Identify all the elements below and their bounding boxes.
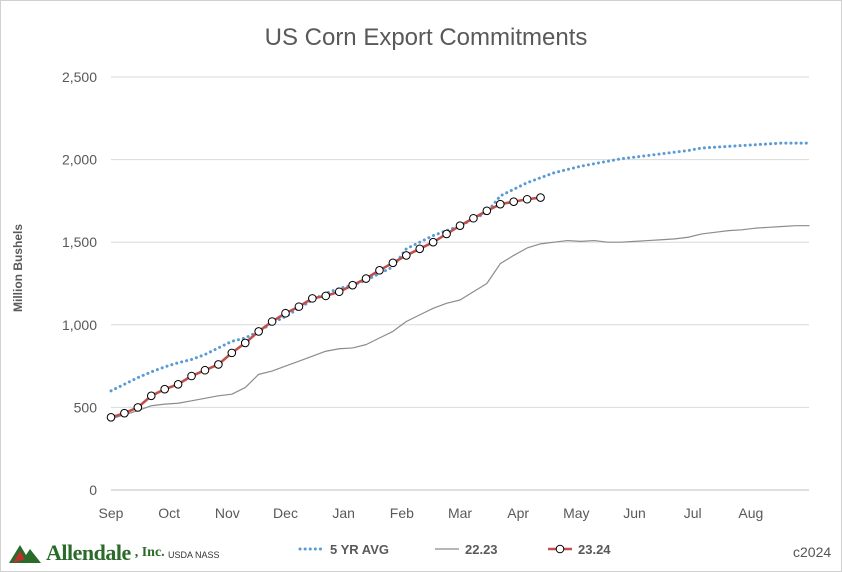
data-point	[214, 360, 223, 369]
data-point	[428, 237, 438, 247]
data-point	[522, 194, 532, 204]
data-point	[361, 274, 371, 283]
data-point	[536, 193, 545, 202]
series-layer	[106, 141, 811, 422]
legend-label: 22.23	[465, 542, 498, 557]
source-label: USDA NASS	[168, 550, 220, 560]
data-point	[375, 265, 384, 275]
y-axis-label: Million Bushels	[11, 224, 25, 312]
y-tick-label: 1,500	[62, 234, 97, 250]
data-point	[106, 413, 116, 422]
data-point	[120, 408, 129, 418]
x-tick-label: Nov	[215, 505, 240, 521]
x-tick-labels: Sep Oct Nov Dec Jan Feb Mar Apr May Jun Jul Aug	[99, 505, 764, 521]
y-tick-label: 1,000	[62, 317, 97, 333]
legend: 5 YR AVG 22.23 23.24	[298, 542, 611, 557]
logo-suffix: , Inc.	[134, 545, 165, 560]
legend-label: 23.24	[578, 542, 611, 557]
x-tick-label: Feb	[390, 505, 414, 521]
data-point	[281, 308, 290, 318]
data-point	[160, 384, 169, 394]
y-tick-label: 2,500	[62, 69, 97, 85]
data-point	[200, 365, 210, 375]
data-point	[133, 403, 143, 412]
data-point	[254, 327, 263, 336]
x-tick-label: Jun	[623, 505, 646, 521]
data-point	[509, 197, 518, 207]
data-point	[240, 338, 250, 348]
data-point	[294, 302, 304, 311]
x-tick-label: Oct	[158, 505, 180, 521]
series-line-5-yr-avg	[109, 141, 811, 393]
data-point	[227, 348, 237, 358]
gridlines	[111, 76, 809, 491]
legend-marker	[555, 544, 565, 554]
logo-mountain-icon	[9, 545, 41, 563]
data-point	[267, 317, 277, 326]
data-point	[321, 291, 331, 301]
legend-label: 5 YR AVG	[330, 542, 389, 557]
data-point	[308, 294, 317, 303]
x-tick-label: Mar	[448, 505, 472, 521]
x-tick-label: Apr	[507, 505, 529, 521]
chart-title: US Corn Export Commitments	[265, 24, 588, 51]
data-point	[415, 244, 425, 254]
x-tick-label: Sep	[99, 505, 124, 521]
x-tick-label: Dec	[273, 505, 298, 521]
copyright-label: c2024	[793, 544, 832, 560]
data-point	[173, 379, 183, 389]
data-point	[388, 258, 398, 268]
y-tick-label: 2,000	[62, 152, 97, 168]
data-point	[469, 213, 478, 223]
y-tick-label: 0	[89, 482, 97, 498]
allendale-logo: Allendale, Inc.	[8, 540, 165, 566]
y-tick-label: 500	[74, 399, 98, 415]
data-point	[482, 206, 492, 216]
x-tick-label: Jul	[684, 505, 702, 521]
data-point	[455, 221, 465, 230]
data-point	[495, 199, 505, 209]
data-point	[334, 287, 344, 297]
y-tick-labels: 0 500 1,000 1,500 2,000 2,500	[62, 69, 97, 498]
series-line-22-23	[110, 225, 810, 420]
data-point	[146, 391, 156, 401]
data-point	[442, 229, 451, 239]
x-tick-label: May	[563, 505, 589, 521]
data-point	[402, 251, 411, 260]
logo-text: Allendale	[46, 540, 131, 565]
data-point	[187, 371, 196, 381]
data-point	[348, 280, 357, 290]
x-tick-label: Aug	[738, 505, 763, 521]
x-tick-label: Jan	[332, 505, 355, 521]
